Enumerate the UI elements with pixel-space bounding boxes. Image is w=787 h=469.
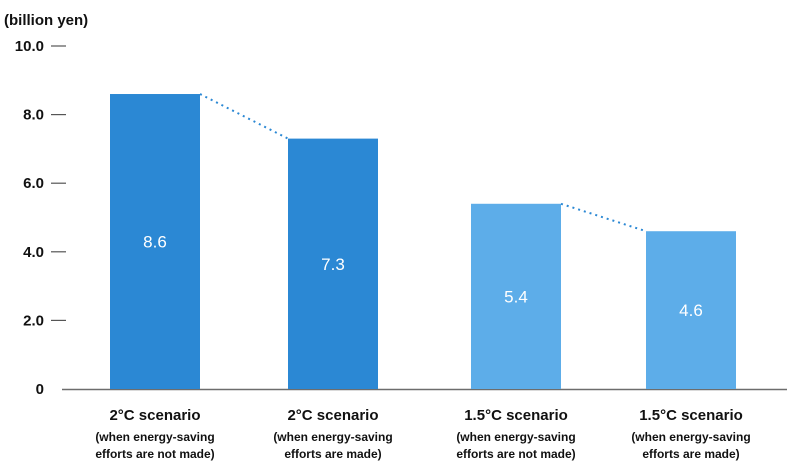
category-label: 1.5°C scenario [464, 407, 568, 424]
category-sublabel: (when energy-saving [95, 430, 214, 444]
connector-lines [199, 93, 647, 233]
bar-value-label: 7.3 [321, 255, 345, 274]
unit-label: (billion yen) [4, 12, 88, 29]
category-label: 2°C scenario [287, 407, 378, 424]
bar-value-label: 4.6 [679, 301, 703, 320]
y-tick-label: 6.0 [23, 175, 44, 192]
y-tick-label: 10.0 [15, 38, 44, 55]
axes: 0 2.0 4.0 6.0 8.0 10.0 [15, 38, 787, 398]
y-tick-label: 8.0 [23, 107, 44, 124]
category-sublabel: (when energy-saving [273, 430, 392, 444]
bar-value-label: 8.6 [143, 233, 167, 252]
bar [471, 203, 561, 389]
category-sublabel: efforts are made) [642, 447, 739, 461]
category-label: 2°C scenario [109, 407, 200, 424]
y-tick-label: 0 [36, 381, 44, 398]
category-sublabel: efforts are not made) [456, 447, 575, 461]
bar-value-label: 5.4 [504, 287, 528, 306]
connector-line [199, 93, 289, 140]
bars: 8.6 7.3 5.4 4.6 [110, 94, 736, 390]
category-labels: 2°C scenario (when energy-saving efforts a… [95, 407, 750, 461]
category-sublabel: (when energy-saving [631, 430, 750, 444]
category-sublabel: efforts are made) [284, 447, 381, 461]
y-tick-label: 2.0 [23, 312, 44, 329]
bar [646, 231, 736, 389]
bar [288, 138, 378, 389]
connector-line [560, 202, 647, 233]
bar [110, 94, 200, 390]
category-sublabel: (when energy-saving [456, 430, 575, 444]
category-sublabel: efforts are not made) [95, 447, 214, 461]
y-tick-label: 4.0 [23, 244, 44, 261]
category-label: 1.5°C scenario [639, 407, 743, 424]
